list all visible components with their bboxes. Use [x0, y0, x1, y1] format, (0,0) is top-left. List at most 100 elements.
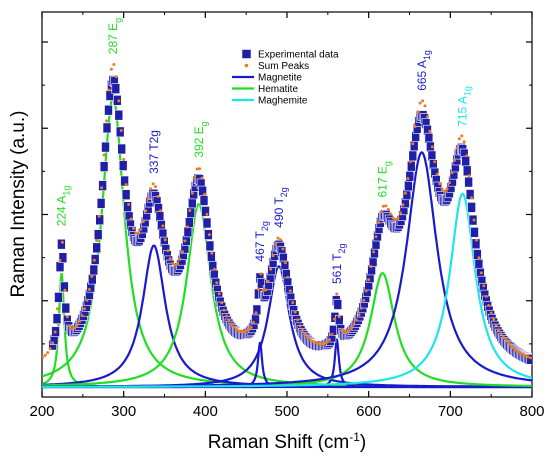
sum-point [362, 298, 366, 302]
experimental-point [123, 201, 132, 212]
experimental-point [183, 226, 193, 238]
sum-point [261, 289, 265, 292]
sum-point [377, 221, 380, 225]
peak-annotation: 392 Eg [192, 121, 209, 157]
sum-point [364, 289, 368, 293]
y-axis-title: Raman Intensity (a.u.) [8, 111, 29, 298]
sum-point [266, 279, 270, 283]
sum-point [102, 153, 106, 157]
sum-point [256, 287, 260, 291]
sum-point [516, 349, 520, 353]
sum-point [367, 278, 371, 282]
sum-point [477, 256, 481, 260]
sum-point [479, 271, 483, 275]
sum-point [274, 242, 278, 246]
peak-annotation: 617 Eg [376, 161, 393, 197]
sum-point [146, 197, 150, 201]
sum-point [318, 342, 322, 346]
sum-point [332, 317, 336, 321]
sum-point [141, 220, 145, 224]
peak-annotation: 467 T2g [253, 221, 270, 261]
sum-point [171, 261, 175, 265]
sum-point [386, 207, 390, 211]
legend-label: Sum Peaks [258, 61, 309, 72]
sum-point [283, 261, 287, 265]
sum-point [264, 288, 268, 292]
sum-point [406, 177, 410, 181]
sum-point [298, 324, 302, 328]
sum-point [384, 204, 388, 208]
sum-point [220, 301, 224, 305]
sum-point [158, 209, 162, 213]
sum-point [78, 319, 82, 323]
x-tick-label: 500 [274, 403, 299, 420]
x-tick-label: 800 [519, 403, 544, 420]
experimental-point [474, 258, 484, 270]
peak-annotation: 490 T2g [272, 187, 289, 227]
x-tick-label: 200 [29, 403, 54, 420]
experimental-point [98, 180, 107, 191]
experimental-point [54, 292, 63, 303]
sum-point [462, 140, 466, 144]
experimental-point [470, 227, 479, 238]
sum-point [337, 315, 341, 319]
sum-point [286, 275, 290, 279]
sum-point [183, 239, 187, 243]
sum-point [185, 225, 189, 229]
sum-point [457, 137, 461, 141]
sum-point [269, 267, 273, 271]
experimental-point [462, 165, 472, 177]
sum-point [90, 274, 94, 278]
experimental-point [114, 109, 124, 121]
sum-point [132, 226, 135, 230]
sum-point [151, 182, 155, 186]
experimental-point [121, 189, 131, 200]
plot-data-layer [42, 63, 532, 389]
sum-point [42, 355, 45, 359]
peak-annotation-subscript: g [383, 161, 393, 166]
peak-annotation-label: 715 A [456, 96, 470, 127]
sum-point [281, 247, 285, 251]
legend-marker-dot [244, 63, 249, 68]
sum-point [506, 341, 510, 345]
sum-point [73, 326, 77, 330]
peak-annotation-subscript: 1g [422, 50, 432, 60]
peak-annotation-label: 490 T [272, 197, 286, 228]
axis-ticks: 200 300 400 500 600 700 800 [29, 12, 545, 420]
sum-point [340, 328, 344, 332]
sum-point [350, 326, 353, 330]
sum-point [428, 129, 432, 133]
experimental-point [115, 126, 125, 138]
sum-point [381, 204, 385, 208]
sum-point [374, 235, 378, 239]
sum-point [465, 154, 469, 158]
sum-point [501, 335, 505, 339]
sum-point [212, 267, 216, 271]
sum-point [296, 318, 300, 322]
sum-point [70, 327, 74, 331]
sum-point [181, 250, 184, 254]
sum-point [448, 181, 451, 185]
sum-point [198, 167, 202, 171]
sum-point [56, 307, 59, 311]
sum-point [254, 311, 258, 315]
sum-point [149, 187, 153, 191]
x-axis-title: Raman Shift (cm-1) [208, 430, 366, 453]
peak-annotation: 287 Eg [106, 18, 123, 54]
sum-point [345, 330, 349, 334]
experimental-point [102, 122, 112, 134]
sum-point [494, 323, 498, 327]
sum-point [80, 314, 84, 318]
sum-point [114, 75, 118, 79]
sum-point [161, 224, 165, 228]
sum-point [426, 115, 429, 119]
sum-point [509, 344, 513, 348]
sum-point [207, 233, 211, 237]
sum-point [293, 310, 297, 314]
experimental-point [186, 207, 196, 218]
sum-point [328, 338, 331, 342]
sum-point [413, 125, 417, 128]
sum-point [112, 63, 116, 66]
sum-point [48, 347, 52, 351]
